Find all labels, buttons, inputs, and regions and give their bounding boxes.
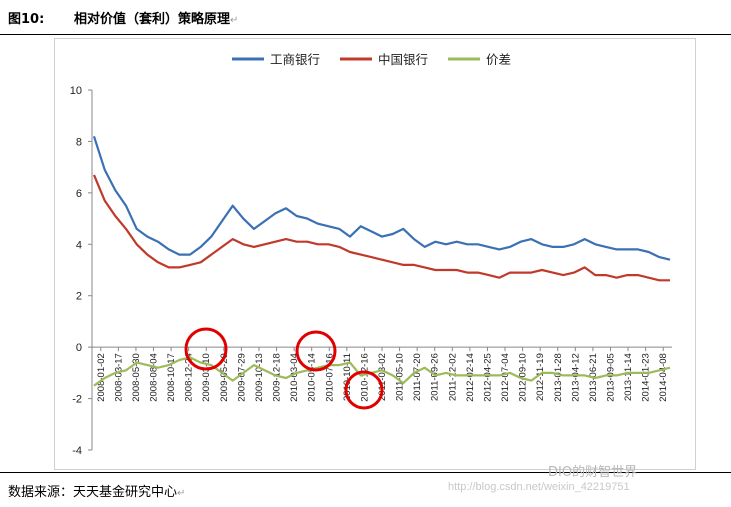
- x-tick-label: 2011-05-10: [395, 353, 406, 401]
- figure-source: 数据来源：天天基金研究中心↵: [8, 481, 185, 500]
- y-tick-label: 8: [76, 136, 82, 148]
- y-tick-label: 2: [76, 291, 82, 303]
- x-tick-label: 2011-12-02: [447, 353, 458, 401]
- return-mark: ↵: [230, 15, 239, 26]
- x-tick-label: 2008-12-24: [184, 353, 195, 402]
- series-line-1: [92, 135, 671, 261]
- x-tick-label: 2013-01-28: [553, 353, 564, 402]
- x-tick-label: 2010-05-14: [307, 353, 318, 402]
- y-tick-label: -4: [72, 445, 82, 457]
- annotation-circle: [184, 327, 228, 371]
- figure-label: 图10:: [8, 12, 45, 27]
- x-tick-label: 2008-03-17: [113, 353, 124, 402]
- x-tick-label: 2010-10-11: [342, 353, 353, 401]
- x-tick-label: 2011-07-20: [412, 353, 423, 401]
- x-tick-label: 2012-07-04: [500, 353, 511, 402]
- watermark-url: http://blog.csdn.net/weixin_42219751: [448, 481, 630, 493]
- x-tick-label: 2009-07-29: [236, 353, 247, 402]
- x-tick-label: 2008-05-30: [131, 353, 142, 402]
- legend-label: 价差: [486, 52, 511, 67]
- x-tick-label: 2008-08-04: [149, 353, 160, 402]
- x-tick-label: 2012-11-19: [535, 353, 546, 401]
- y-tick-label: 0: [76, 342, 82, 354]
- x-tick-label: 2013-11-14: [623, 353, 634, 401]
- x-tick-label: 2014-01-23: [641, 353, 652, 402]
- y-tick-label: 6: [76, 188, 82, 200]
- x-tick-label: 2014-04-08: [658, 353, 669, 402]
- return-mark: ↵: [177, 488, 186, 499]
- y-tick-label: -2: [72, 394, 82, 406]
- footer-rule: [0, 472, 731, 473]
- figure-title: 相对价值（套利）策略原理: [74, 12, 231, 27]
- y-tick-label: 10: [70, 85, 82, 97]
- x-tick-label: 2008-10-17: [166, 353, 177, 402]
- x-tick-label: 2013-09-05: [605, 353, 616, 402]
- x-tick-label: 2012-04-25: [482, 353, 493, 402]
- x-tick-label: 2009-05-20: [219, 353, 230, 402]
- x-tick-label: 2010-03-04: [289, 353, 300, 402]
- series-line-3: [93, 356, 671, 387]
- figure-header: 图10: 相对价值（套利）策略原理↵: [0, 0, 731, 35]
- legend-label: 中国银行: [378, 52, 428, 67]
- x-tick-label: 2012-09-10: [518, 353, 529, 402]
- legend-label: 工商银行: [270, 52, 320, 67]
- y-tick-label: 4: [76, 239, 82, 251]
- watermark-logo: DIO的财智世界: [548, 465, 638, 480]
- x-tick-label: 2013-04-12: [570, 353, 581, 402]
- x-tick-label: 2011-09-26: [430, 353, 441, 401]
- x-tick-label: 2011-03-02: [377, 353, 388, 401]
- annotation-circle: [344, 370, 384, 410]
- x-tick-label: 2009-10-13: [254, 353, 265, 402]
- annotation-circle: [295, 330, 337, 372]
- x-tick-label: 2009-03-10: [201, 353, 212, 402]
- series-line-2: [92, 174, 670, 282]
- x-tick-label: 2008-01-02: [96, 353, 107, 402]
- x-tick-label: 2009-12-18: [272, 353, 283, 402]
- x-tick-label: 2012-02-14: [465, 353, 476, 402]
- chart-frame: [54, 38, 696, 470]
- x-tick-label: 2010-12-16: [359, 353, 370, 402]
- source-text: 数据来源：天天基金研究中心: [8, 485, 178, 500]
- x-tick-label: 2010-07-16: [324, 353, 335, 402]
